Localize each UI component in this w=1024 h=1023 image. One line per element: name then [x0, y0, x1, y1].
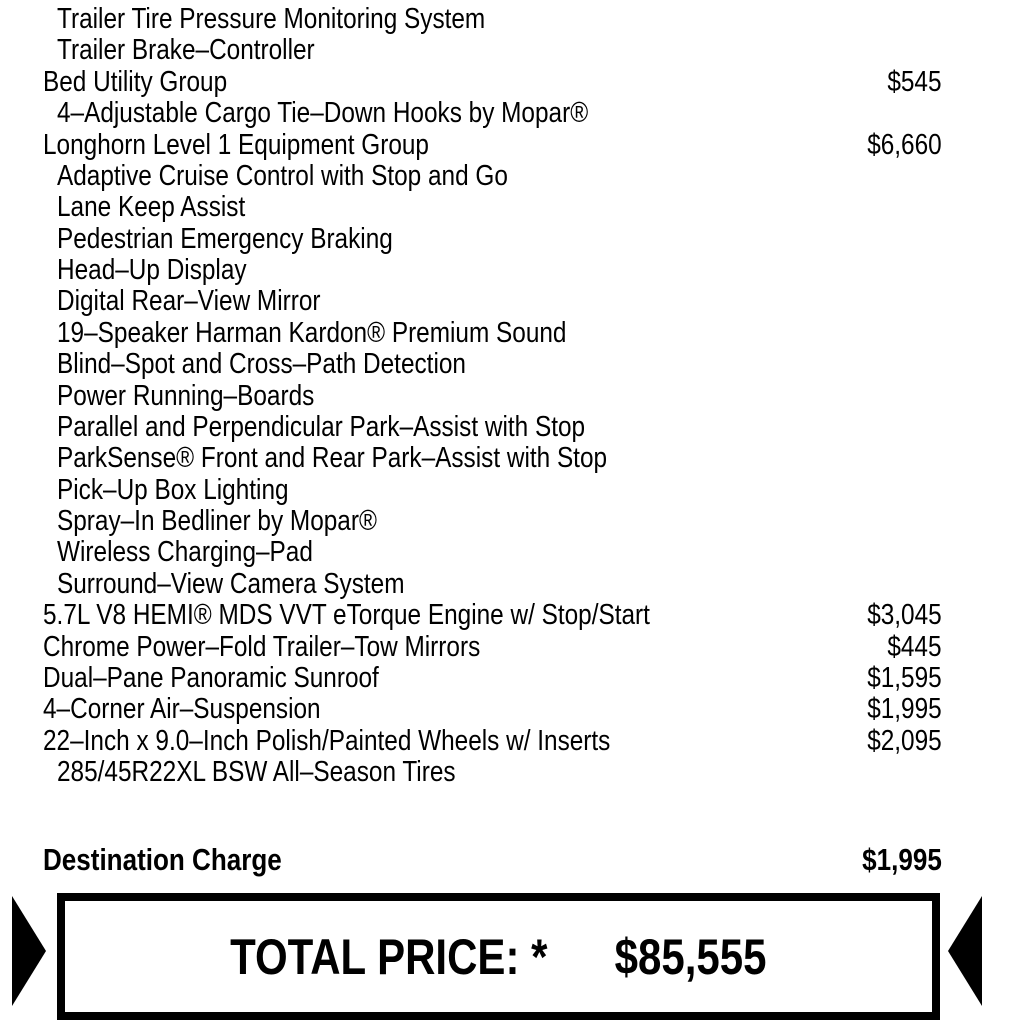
option-label: Wireless Charging–Pad [57, 536, 313, 569]
option-label: Power Running–Boards [57, 379, 315, 412]
option-feature-row: Digital Rear–View Mirror [0, 286, 1024, 317]
triangle-left-marker-icon [948, 896, 982, 1006]
option-feature-row: Pedestrian Emergency Braking [0, 222, 1024, 255]
option-label: 4–Adjustable Cargo Tie–Down Hooks by Mop… [57, 97, 589, 130]
option-label: Longhorn Level 1 Equipment Group [43, 128, 429, 161]
option-feature-row: Pick–Up Box Lighting [0, 473, 1024, 506]
option-feature-row: Power Running–Boards [0, 379, 1024, 412]
option-label: 4–Corner Air–Suspension [43, 693, 321, 726]
option-label: 19–Speaker Harman Kardon® Premium Sound [57, 316, 567, 349]
option-item-row: Dual–Pane Panoramic Sunroof $1,595 [0, 661, 1024, 694]
options-list: Trailer Tire Pressure Monitoring System T… [0, 4, 1024, 788]
option-feature-row: Blind–Spot and Cross–Path Detection [0, 349, 1024, 380]
option-feature-row: ParkSense® Front and Rear Park–Assist wi… [0, 443, 1024, 474]
option-price: $1,995 [867, 693, 942, 726]
destination-charge-price: $1,995 [862, 842, 942, 877]
option-price: $6,660 [867, 128, 942, 161]
option-label: Pick–Up Box Lighting [57, 473, 289, 506]
option-item-row: 5.7L V8 HEMI® MDS VVT eTorque Engine w/ … [0, 600, 1024, 631]
option-label: Surround–View Camera System [57, 567, 405, 600]
option-item-row: 4–Corner Air–Suspension $1,995 [0, 694, 1024, 725]
option-item-row: 22–Inch x 9.0–Inch Polish/Painted Wheels… [0, 724, 1024, 757]
option-label: Chrome Power–Fold Trailer–Tow Mirrors [43, 630, 481, 663]
option-label: Adaptive Cruise Control with Stop and Go [57, 159, 508, 192]
option-feature-row: 285/45R22XL BSW All–Season Tires [0, 757, 1024, 788]
option-feature-row: 19–Speaker Harman Kardon® Premium Sound [0, 316, 1024, 349]
option-label: Blind–Spot and Cross–Path Detection [57, 348, 466, 381]
destination-charge-label: Destination Charge [43, 842, 282, 877]
total-price-value: $85,555 [614, 928, 767, 985]
option-feature-row: Surround–View Camera System [0, 567, 1024, 600]
option-price: $445 [887, 630, 942, 663]
option-price: $3,045 [867, 599, 942, 632]
option-label: 285/45R22XL BSW All–Season Tires [57, 756, 456, 788]
option-label: Lane Keep Assist [57, 191, 246, 224]
option-label: Parallel and Perpendicular Park–Assist w… [57, 410, 586, 443]
option-item-row: Chrome Power–Fold Trailer–Tow Mirrors $44… [0, 630, 1024, 663]
option-feature-row: Adaptive Cruise Control with Stop and Go [0, 159, 1024, 192]
option-feature-row: Head–Up Display [0, 255, 1024, 286]
option-price: $545 [887, 65, 942, 98]
option-feature-row: Lane Keep Assist [0, 192, 1024, 223]
option-label: Bed Utility Group [43, 65, 228, 98]
option-feature-row: Wireless Charging–Pad [0, 537, 1024, 568]
destination-charge-row: Destination Charge $1,995 [0, 842, 1024, 878]
option-label: Digital Rear–View Mirror [57, 285, 321, 318]
option-feature-row: Spray–In Bedliner by Mopar® [0, 506, 1024, 537]
option-price: $1,595 [867, 661, 942, 694]
option-label: Trailer Brake–Controller [57, 34, 315, 67]
option-feature-row: Trailer Brake–Controller [0, 35, 1024, 66]
option-feature-row: 4–Adjustable Cargo Tie–Down Hooks by Mop… [0, 98, 1024, 129]
option-price: $2,095 [867, 724, 942, 757]
total-price-box: TOTAL PRICE: * $85,555 [57, 893, 940, 1020]
option-label: Pedestrian Emergency Braking [57, 222, 393, 255]
total-price-label: TOTAL PRICE: * [230, 928, 548, 985]
option-label: Trailer Tire Pressure Monitoring System [57, 3, 486, 35]
option-item-row: Longhorn Level 1 Equipment Group $6,660 [0, 128, 1024, 161]
option-label: ParkSense® Front and Rear Park–Assist wi… [57, 442, 608, 475]
option-label: 22–Inch x 9.0–Inch Polish/Painted Wheels… [43, 724, 611, 757]
option-feature-row: Trailer Tire Pressure Monitoring System [0, 4, 1024, 35]
option-label: Dual–Pane Panoramic Sunroof [43, 661, 379, 694]
option-feature-row: Parallel and Perpendicular Park–Assist w… [0, 410, 1024, 443]
triangle-right-marker-icon [12, 896, 46, 1006]
option-label: 5.7L V8 HEMI® MDS VVT eTorque Engine w/ … [43, 599, 650, 632]
option-item-row: Bed Utility Group $545 [0, 65, 1024, 98]
option-label: Head–Up Display [57, 254, 247, 286]
option-label: Spray–In Bedliner by Mopar® [57, 505, 377, 537]
